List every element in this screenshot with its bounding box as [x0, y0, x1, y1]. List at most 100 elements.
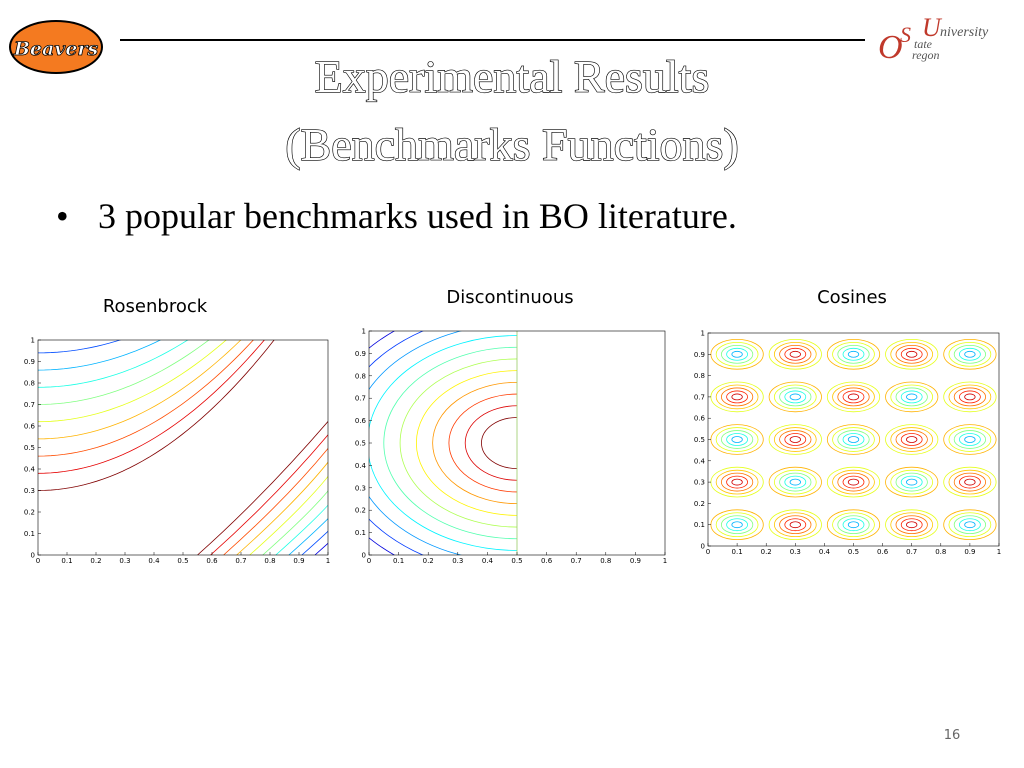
contour-line: [959, 390, 981, 404]
contour-line: [779, 344, 812, 364]
contour-line: [837, 515, 870, 535]
plot: Rosenbrock 0 0.1 0.2 0.3 0.4 0.5 0.6 0.7 0.8 0.9 1 0…: [24, 296, 330, 565]
contour-line: [38, 340, 189, 388]
y-tick-label: 0: [701, 543, 705, 551]
x-tick-label: 0.2: [761, 548, 772, 556]
slide-title: (Benchmarks Functions): [285, 119, 739, 170]
contour-line: [779, 515, 812, 535]
x-tick-label: 0.4: [819, 548, 831, 556]
y-tick-label: 0.9: [24, 358, 35, 366]
contour-line: [779, 472, 812, 492]
y-tick-label: 0.9: [694, 351, 705, 359]
contour-line: [847, 436, 860, 443]
y-tick-label: 0.3: [24, 487, 35, 495]
x-tick-label: 0.7: [571, 557, 582, 565]
y-tick-label: 1: [362, 328, 366, 336]
contour-line: [38, 340, 162, 371]
y-tick-label: 0: [31, 552, 35, 560]
contour-line: [885, 338, 939, 370]
x-tick-label: 0.7: [235, 557, 246, 565]
contour-line: [223, 447, 328, 555]
contour-line: [900, 518, 923, 532]
logo-shape: [9, 20, 103, 74]
contour-line: [900, 347, 923, 361]
contour-line: [726, 390, 748, 404]
contour-line: [943, 466, 997, 498]
contour-line: [948, 469, 992, 495]
page-number: 16: [944, 728, 961, 743]
x-tick-label: 0.8: [264, 557, 275, 565]
x-tick-label: 0.1: [61, 557, 72, 565]
y-tick-label: 0.1: [24, 530, 35, 538]
contour-line: [900, 390, 923, 404]
contour-line: [948, 512, 992, 538]
contour-line: [837, 387, 870, 407]
contour-line: [842, 347, 865, 361]
y-tick-label: 0.2: [24, 509, 35, 517]
contour-line: [789, 350, 801, 358]
contour-line: [826, 424, 881, 455]
logo-text: regon: [912, 48, 940, 62]
contour-line: [236, 461, 328, 555]
contour-line: [964, 393, 976, 401]
y-tick-label: 0.9: [355, 350, 366, 358]
contour-line: [959, 347, 981, 361]
contour-line: [773, 384, 817, 410]
x-tick-label: 0: [36, 557, 40, 565]
contour-line: [906, 478, 918, 486]
y-tick-label: 0.8: [694, 372, 705, 380]
contour-line: [731, 521, 743, 529]
contour-line: [832, 512, 875, 538]
contour-line: [885, 424, 939, 455]
y-tick-label: 0.4: [24, 466, 36, 474]
y-tick-label: 0.5: [24, 444, 35, 452]
x-tick-label: 0.9: [293, 557, 304, 565]
contour-line: [890, 512, 934, 538]
contour-line: [842, 475, 865, 489]
plot: Discontinuous 0 0.1 0.2 0.3 0.4 0.5 0.6 0.7 0.8 0.…: [355, 287, 667, 565]
contour-line: [826, 338, 881, 370]
contour-line: [953, 515, 987, 535]
contour-line: [832, 427, 875, 452]
contour-line: [842, 390, 865, 404]
x-tick-label: 0.1: [393, 557, 404, 565]
contour-line: [726, 518, 748, 532]
contour-line: [837, 430, 870, 449]
plot: Cosines 0 0.1 0.2 0.3 0.4 0.5 0.6 0.7 0.8 0.9 1 0 0.1…: [694, 287, 1001, 556]
contour-line: [847, 393, 860, 401]
contour-line: [948, 341, 992, 367]
contour-line: [481, 417, 517, 469]
y-tick-label: 0.6: [694, 415, 706, 423]
y-tick-label: 0.1: [694, 521, 705, 529]
contour-line: [249, 475, 328, 555]
contours: [38, 340, 328, 555]
contour-line: [731, 393, 743, 401]
y-tick-label: 0.7: [24, 401, 35, 409]
contour-line: [847, 478, 860, 486]
contour-line: [210, 434, 328, 555]
contour-line: [832, 384, 875, 410]
contour-line: [720, 344, 754, 364]
contour-line: [38, 340, 265, 474]
contour-line: [768, 509, 822, 541]
contour-line: [890, 384, 934, 410]
x-tick-label: 0.7: [906, 548, 917, 556]
y-tick-label: 0.2: [355, 507, 366, 515]
y-tick-label: 0.5: [355, 440, 366, 448]
bullet-text: 3 popular benchmarks used in BO literatu…: [98, 196, 737, 236]
contour-line: [837, 472, 870, 492]
contour-line: [890, 427, 934, 452]
plot-title: Discontinuous: [446, 287, 573, 308]
contour-line: [832, 469, 875, 495]
contour-line: [720, 430, 754, 449]
x-tick-label: 1: [997, 548, 1001, 556]
contour-line: [773, 341, 817, 367]
logo-letter: U: [922, 13, 943, 42]
contour-line: [906, 436, 918, 443]
x-tick-label: 0.3: [790, 548, 801, 556]
contour-line: [773, 427, 817, 452]
contour-line: [432, 381, 517, 505]
contour-line: [726, 475, 748, 489]
